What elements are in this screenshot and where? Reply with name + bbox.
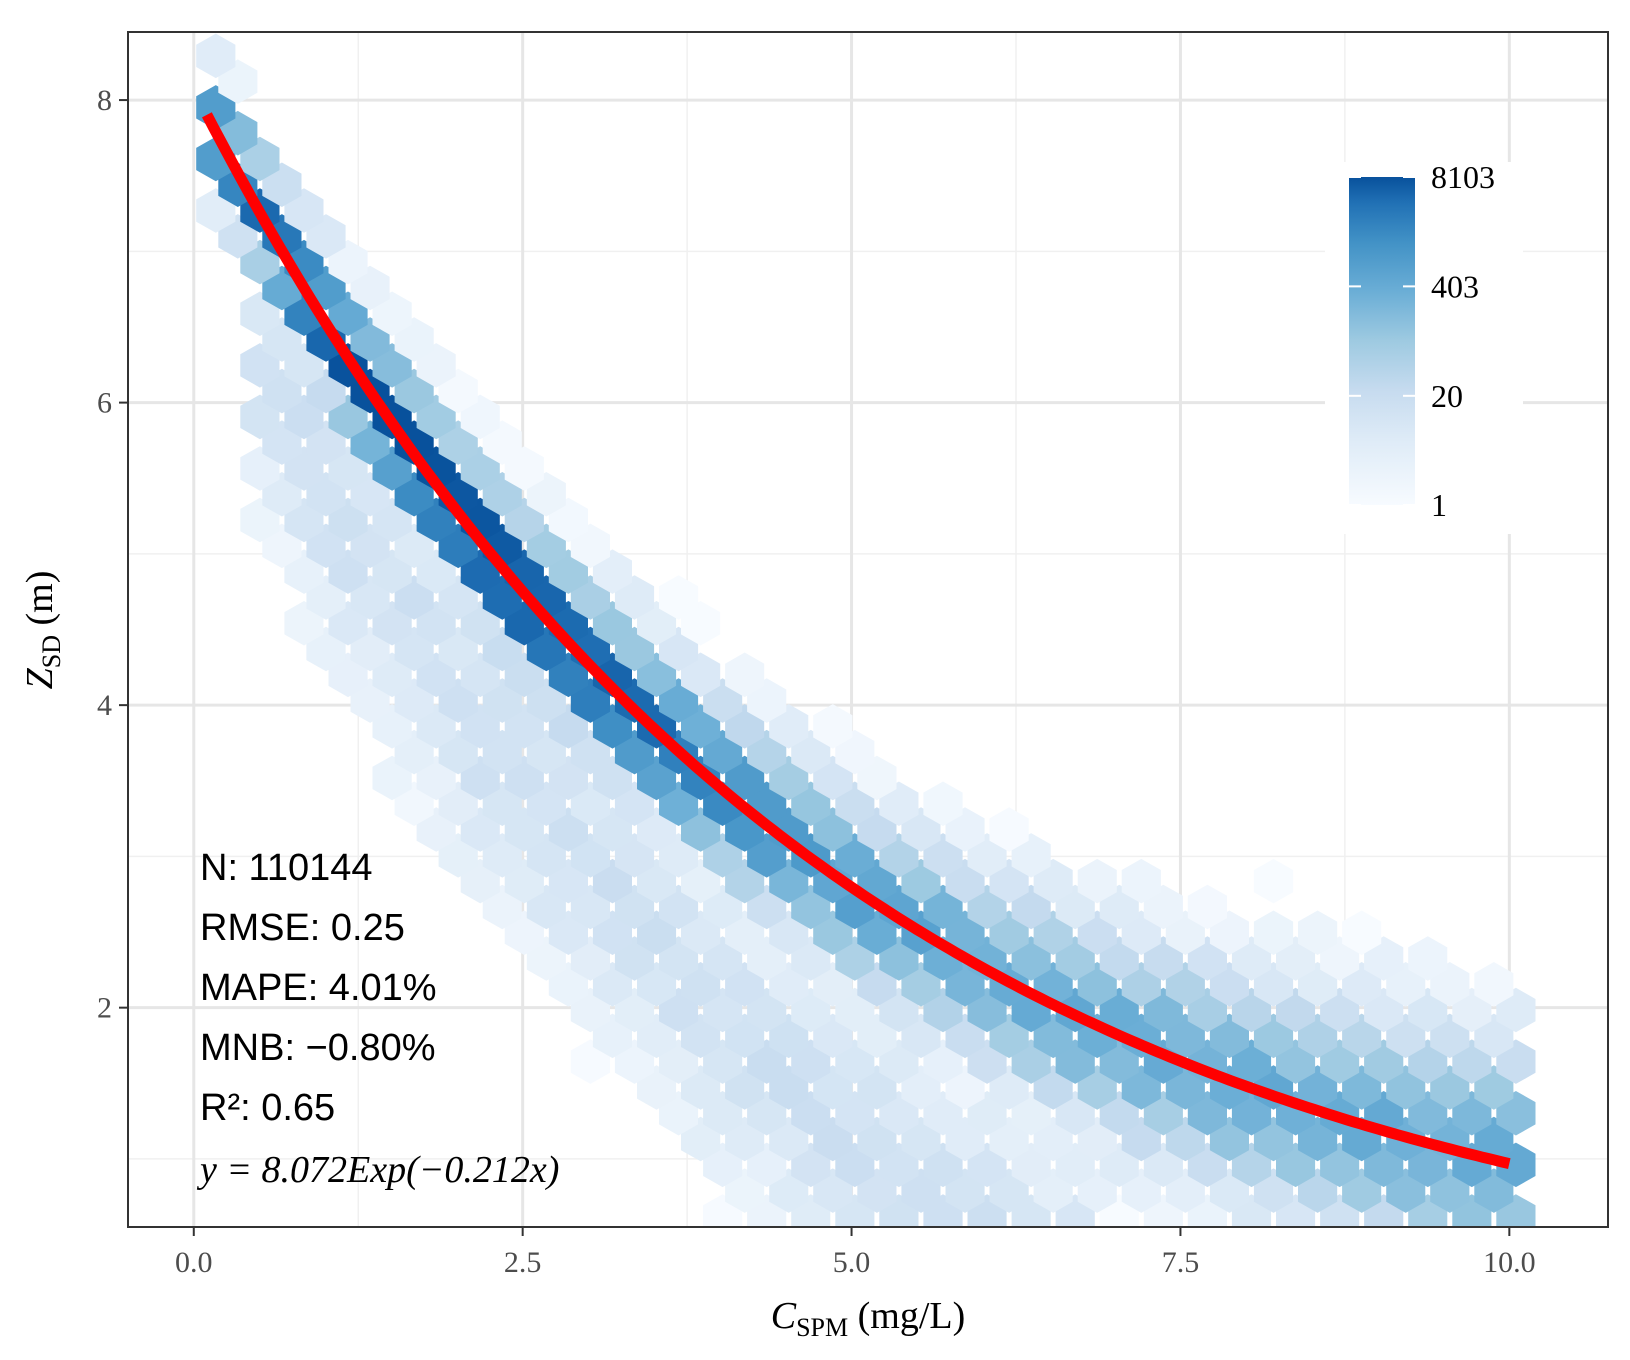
hex-cell [196, 33, 236, 79]
hex-cell [1077, 858, 1117, 904]
fit-curve [202, 112, 1511, 1169]
legend-label: 20 [1431, 378, 1463, 414]
legend-ticks: 8103 403 20 1 [1349, 159, 1495, 523]
y-axis-ticks: 2 4 6 8 [97, 84, 128, 1025]
hex-cell [1187, 884, 1227, 930]
hex-cell [1121, 858, 1161, 904]
x-tick-label: 2.5 [504, 1246, 542, 1279]
stat-r2: R²: 0.65 [200, 1087, 335, 1129]
hex-cell [813, 704, 853, 749]
legend-colorbar [1349, 177, 1415, 505]
hex-cell [923, 781, 963, 826]
stat-mape: MAPE: 4.01% [200, 967, 437, 1009]
legend-label: 403 [1431, 268, 1479, 304]
fit-curve-layer [202, 112, 1511, 1169]
hex-cell [1298, 910, 1338, 955]
y-tick-label: 4 [97, 689, 112, 722]
hex-cell [725, 652, 765, 698]
color-legend: 8103 403 20 1 [1325, 159, 1523, 534]
hexbin-cells [196, 33, 1536, 1227]
hex-cell [1408, 936, 1448, 981]
x-tick-label: 7.5 [1162, 1246, 1200, 1279]
hex-cell [1474, 962, 1514, 1007]
stat-mnb: MNB: −0.80% [200, 1027, 436, 1069]
hex-cell [1253, 910, 1294, 955]
y-tick-label: 6 [97, 387, 112, 420]
y-axis-title: ZSD (m) [19, 571, 66, 690]
hex-cell [1342, 910, 1382, 955]
hex-cell [659, 575, 699, 620]
legend-label: 1 [1431, 487, 1447, 523]
stat-rmse: RMSE: 0.25 [200, 907, 405, 949]
hex-cell [1253, 858, 1294, 904]
x-tick-label: 10.0 [1483, 1246, 1536, 1279]
legend-label: 8103 [1431, 159, 1495, 195]
panel-border [127, 31, 1609, 1228]
y-tick-label: 2 [97, 992, 112, 1025]
x-tick-label: 0.0 [175, 1246, 213, 1279]
x-tick-label: 5.0 [833, 1246, 871, 1279]
stat-n: N: 110144 [200, 847, 373, 889]
stats-annotation: N: 110144 RMSE: 0.25 MAPE: 4.01% MNB: −0… [196, 847, 559, 1191]
hex-cell [989, 807, 1029, 852]
y-tick-label: 8 [97, 84, 112, 117]
x-axis-title: CSPM (mg/L) [771, 1295, 966, 1342]
x-axis-ticks: 0.0 2.5 5.0 7.5 10.0 [175, 1227, 1536, 1279]
fit-equation: y = 8.072Exp(−0.212x) [196, 1149, 559, 1191]
